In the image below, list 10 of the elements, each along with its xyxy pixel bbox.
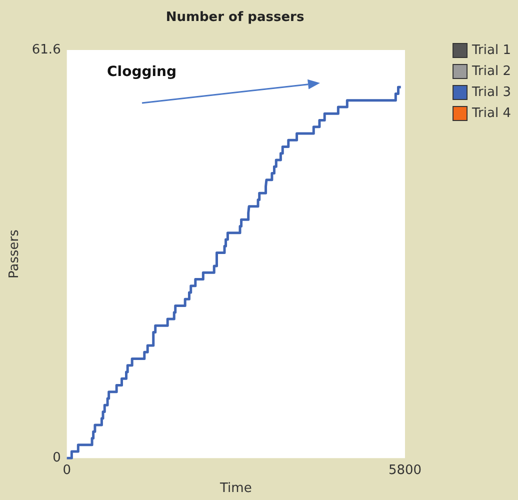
legend-label: Trial 4 (471, 106, 511, 121)
x-tick-label: 5800 (388, 463, 422, 478)
x-axis-title: Time (219, 481, 252, 496)
chart-title: Number of passers (166, 10, 304, 25)
legend-label: Trial 1 (471, 43, 511, 58)
y-axis-title: Passers (7, 229, 22, 278)
legend-label: Trial 2 (471, 64, 511, 79)
y-tick-label: 61.6 (32, 42, 61, 58)
annotation: Clogging (107, 64, 177, 80)
legend-label: Trial 3 (471, 85, 511, 100)
